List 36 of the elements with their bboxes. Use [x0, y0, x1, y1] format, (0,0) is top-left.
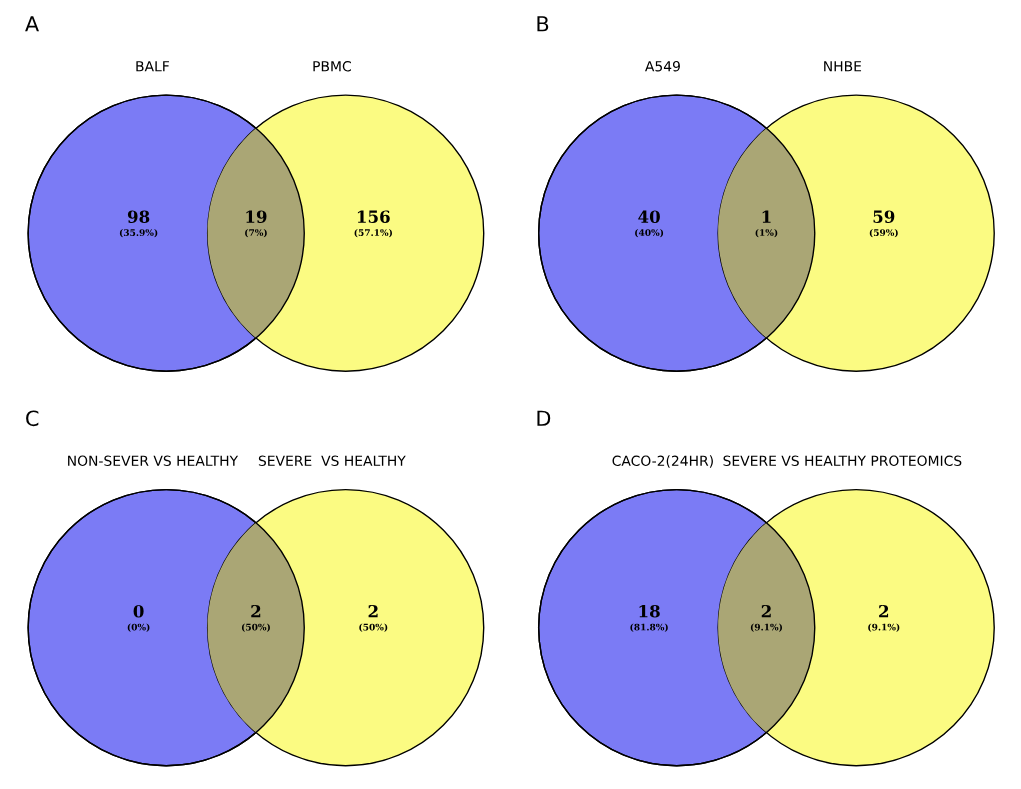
text: C [26, 410, 39, 427]
text: (0%) [127, 623, 150, 632]
data-label: 1 [762, 210, 771, 223]
data-label: 19 [246, 210, 267, 224]
data-label: 40 [638, 210, 660, 224]
data-label: 0 [133, 604, 144, 618]
text: (40%) [635, 229, 664, 238]
text: (1%) [755, 229, 778, 238]
text: SEVERE VS HEALTHY PROTEOMICS [723, 455, 962, 467]
data-label: 59 [873, 210, 895, 224]
text: NON-SEVER VS HEALTHY [68, 455, 239, 467]
text: (57.1%) [354, 229, 392, 238]
text: (50%) [241, 623, 270, 632]
data-label: 18 [639, 604, 660, 618]
text: D [537, 410, 551, 426]
text: (50%) [359, 623, 388, 632]
text: A549 [645, 61, 680, 72]
text: CACO-2(24HR) [612, 455, 713, 468]
data-label: 2 [251, 604, 261, 618]
text: (9.1%) [868, 623, 900, 632]
text: B [537, 16, 549, 32]
text: PBMC [313, 61, 351, 72]
text: SEVERE VS HEALTHY [258, 455, 406, 467]
data-label: 2 [879, 604, 889, 618]
text: (59%) [869, 229, 898, 238]
text: NHBE [824, 61, 862, 72]
text: (9.1%) [750, 623, 782, 632]
text: (35.9%) [119, 229, 158, 238]
text: BALF [136, 61, 169, 72]
data-label: 2 [368, 604, 378, 618]
data-label: 156 [357, 210, 390, 224]
text: (7%) [245, 229, 267, 238]
data-label: 98 [127, 210, 150, 224]
text: (81.8%) [630, 623, 668, 632]
data-label: 2 [761, 604, 771, 618]
text: A [25, 16, 39, 32]
